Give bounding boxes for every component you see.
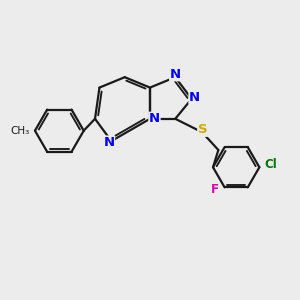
Text: F: F	[211, 183, 219, 196]
Text: Cl: Cl	[265, 158, 278, 171]
Text: CH₃: CH₃	[11, 126, 30, 136]
Text: S: S	[198, 123, 207, 136]
Text: N: N	[103, 136, 115, 149]
Text: N: N	[170, 68, 181, 81]
Text: N: N	[189, 91, 200, 104]
Text: N: N	[149, 112, 160, 125]
